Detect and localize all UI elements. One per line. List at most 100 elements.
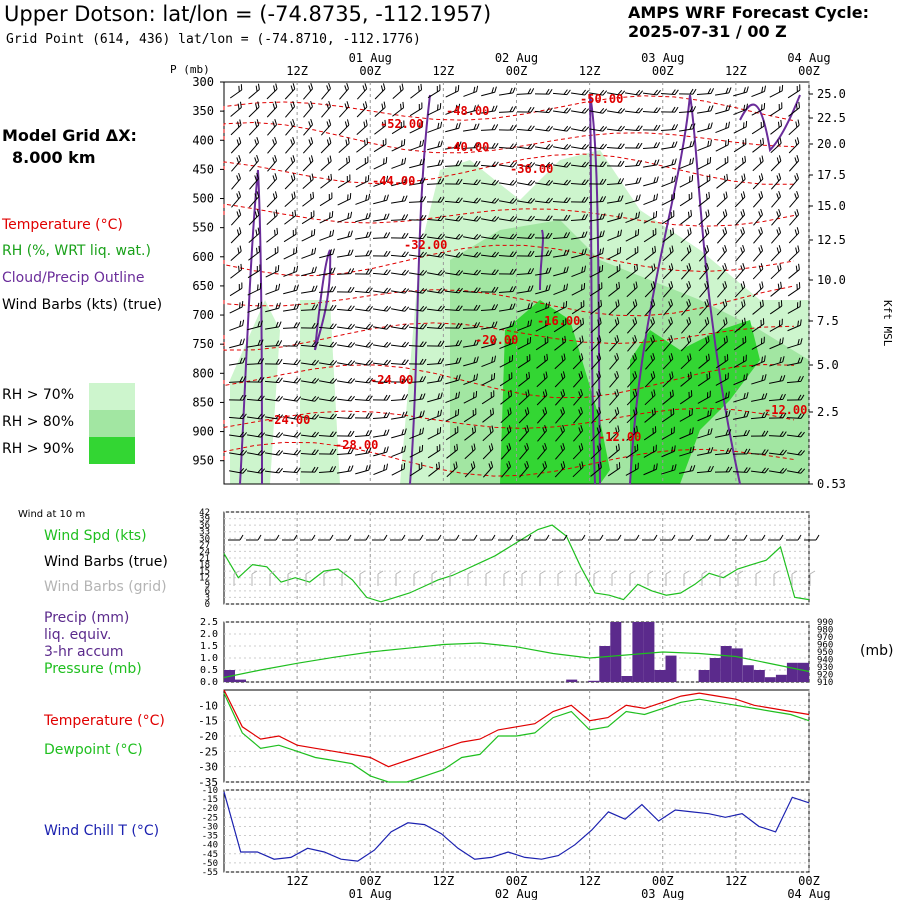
- wind-barb-flag: [328, 100, 332, 107]
- surface-wind-barb: [660, 534, 676, 541]
- wind-barb-shaft: [535, 306, 549, 314]
- wind-barb-flag: [618, 281, 621, 288]
- wind-barb-flag: [760, 173, 764, 180]
- grid-wind-barb: [773, 570, 780, 586]
- wind-barb: [786, 375, 804, 384]
- wind-barb-flag: [761, 430, 766, 437]
- wind-barb-flag: [419, 122, 421, 129]
- wind-barb-flag: [507, 391, 510, 398]
- wind-barb-flag: [260, 301, 263, 308]
- wind-barb-shaft: [499, 377, 513, 387]
- wind-barb: [698, 245, 710, 262]
- surface-wind-barb-flag: [581, 534, 586, 541]
- wind-barb: [229, 338, 245, 349]
- wind-barb: [534, 88, 553, 95]
- grid-wind-barb-flag: [719, 570, 726, 575]
- wind-barb: [787, 300, 801, 314]
- wind-barb-flag: [563, 353, 566, 360]
- wind-barb-flag: [236, 193, 240, 200]
- wind-barb-shaft: [355, 161, 369, 171]
- wind-barb-shaft: [661, 469, 675, 475]
- wind-barb: [768, 412, 787, 419]
- wind-barb-flag: [382, 121, 384, 128]
- wind-barb-shaft: [535, 324, 549, 332]
- wind-barb-shaft: [734, 286, 746, 298]
- wind-barb: [643, 426, 657, 441]
- wind-barb-shaft: [445, 127, 459, 133]
- wind-barb-flag: [386, 342, 392, 348]
- wind-barb-shaft: [320, 179, 332, 189]
- wind-barb-flag: [780, 281, 782, 288]
- wind-barb-flag: [687, 211, 690, 218]
- wind-barb-flag: [437, 196, 442, 203]
- wind-barb-shaft: [751, 342, 765, 350]
- wind-barb-flag: [722, 229, 726, 236]
- wind-barb-flag: [638, 177, 642, 184]
- wind-barb-flag: [796, 172, 799, 179]
- precip-bar: [742, 665, 754, 682]
- wind-barb: [643, 176, 659, 187]
- wind-barb-flag: [655, 463, 658, 470]
- wind-barb-flag: [329, 230, 332, 237]
- wind-barb: [391, 120, 405, 135]
- wind-barb-flag: [347, 305, 352, 311]
- wind-barb-shaft: [301, 234, 315, 242]
- wind-barb-flag: [651, 409, 654, 416]
- wind-barb-flag: [255, 85, 258, 92]
- wind-barb-flag: [602, 230, 605, 237]
- wind-barb-flag: [386, 269, 391, 275]
- wind-barb-shaft: [643, 233, 657, 243]
- wind-barb: [247, 264, 261, 279]
- wind-barb: [444, 340, 463, 347]
- wind-barb-flag: [525, 373, 528, 380]
- wind-barb: [537, 442, 547, 460]
- wind-barb-flag: [512, 124, 517, 131]
- wind-barb-flag: [308, 85, 312, 92]
- wind-barb-flag: [760, 208, 763, 215]
- wind-barb-flag: [326, 139, 330, 146]
- wind-barb-shaft: [301, 290, 315, 294]
- wind-barb-shaft: [481, 91, 495, 97]
- wind-barb-flag: [383, 213, 387, 220]
- wind-barb: [337, 249, 354, 258]
- wind-barb-flag: [723, 175, 726, 182]
- wind-barb-shaft: [372, 417, 388, 419]
- grid-wind-barb-flag: [593, 570, 600, 575]
- wind-barb-shaft: [571, 236, 585, 240]
- wind-barb: [230, 263, 243, 279]
- wind-barb: [572, 317, 585, 333]
- wind-barb-flag: [742, 139, 744, 146]
- wind-barb-shaft: [608, 322, 620, 334]
- wind-barb-flag: [506, 445, 510, 452]
- wind-barb-flag: [584, 144, 590, 150]
- wind-barb-shaft: [696, 93, 712, 95]
- wind-barb-flag: [620, 108, 626, 114]
- wind-barb-shaft: [715, 396, 729, 404]
- wind-barb: [715, 391, 730, 404]
- grid-wind-barb: [449, 570, 456, 586]
- wind-barb: [752, 155, 764, 172]
- wind-barb-shaft: [427, 414, 441, 422]
- wind-barb-shaft: [572, 358, 584, 370]
- wind-barb-flag: [566, 89, 571, 95]
- grid-wind-barb-flag: [665, 570, 672, 575]
- wind-barb-flag: [237, 247, 240, 254]
- wind-barb-shaft: [372, 362, 388, 366]
- wind-barb-shaft: [698, 214, 710, 226]
- wind-barb-shaft: [627, 376, 637, 388]
- surface-wind-barb-flag: [617, 534, 622, 541]
- wind-barb: [482, 443, 494, 460]
- wind-barb-flag: [617, 299, 620, 306]
- temperature-contour-label: -40.00: [446, 140, 489, 154]
- grid-wind-barb-flag: [701, 570, 708, 575]
- wind-barb-flag: [617, 213, 620, 220]
- wind-barb-shaft: [499, 200, 513, 204]
- temperature-contour-label: -12.00: [764, 403, 807, 417]
- legend-temperature: Temperature (°C): [2, 217, 123, 233]
- wind-barb-flag: [781, 84, 784, 91]
- wind-barb-flag: [596, 355, 600, 362]
- grid-wind-barb: [521, 570, 528, 586]
- wind-barb-flag: [618, 462, 621, 469]
- wind-barb-flag: [632, 355, 636, 362]
- wind-barb-shaft: [769, 305, 783, 315]
